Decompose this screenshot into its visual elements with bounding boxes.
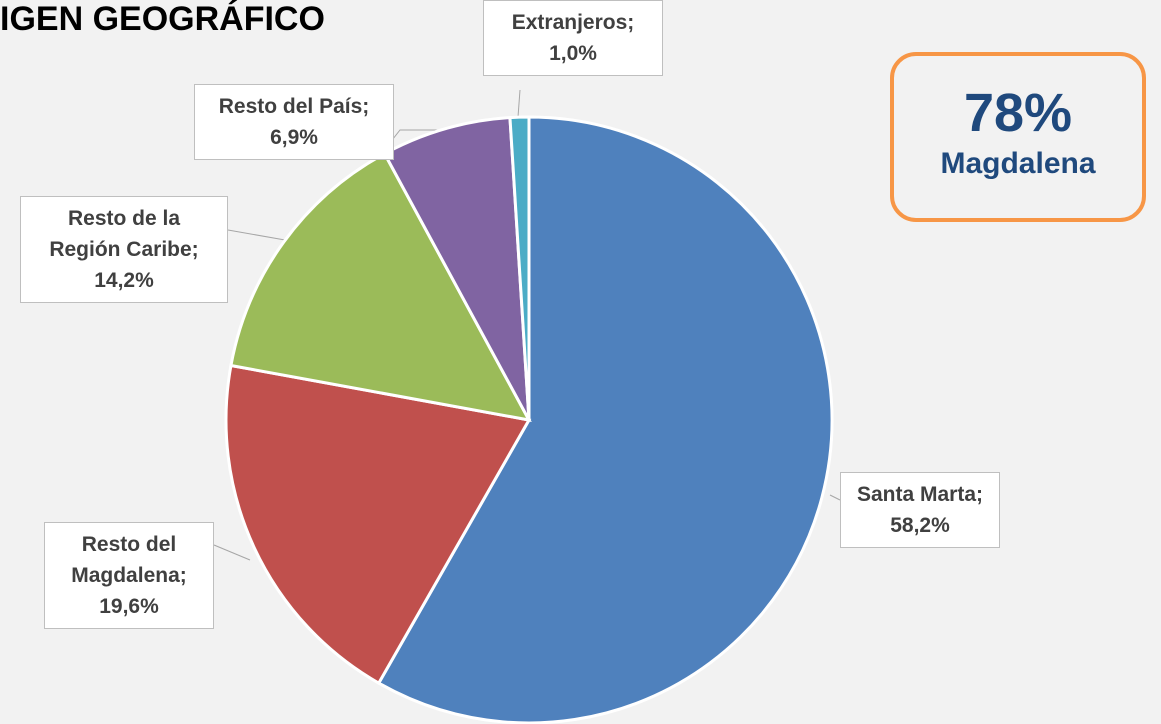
leader-line <box>517 89 521 118</box>
label-value: 14,2% <box>94 269 154 292</box>
data-label: Resto del Magdalena; 19,6% <box>44 522 214 629</box>
data-label: Santa Marta; 58,2% <box>840 472 1000 548</box>
annotation: 78% Magdalena <box>890 52 1146 222</box>
label-value: 58,2% <box>890 514 950 537</box>
label-category: Santa Marta; <box>856 483 984 506</box>
label-value: 1,0% <box>549 42 597 65</box>
pie-slice <box>224 363 532 686</box>
pie-slice <box>376 115 834 724</box>
label-category: Extranjeros; <box>511 11 635 34</box>
annotation-value: 78% <box>963 83 1073 143</box>
data-label: Extranjeros; 1,0% <box>483 0 663 76</box>
data-label: Resto de la Región Caribe; 14,2% <box>20 196 228 303</box>
pie-slice <box>229 151 532 423</box>
data-label: Resto del País; 6,9% <box>194 84 394 160</box>
leader-line <box>227 229 286 241</box>
pie-slice <box>508 115 531 421</box>
chart-title: IGEN GEOGRÁFICO <box>0 0 325 38</box>
label-value: 6,9% <box>270 126 318 149</box>
label-category: Resto de la Región Caribe; <box>49 207 199 261</box>
annotation-text: Magdalena <box>940 147 1096 180</box>
label-category: Resto del Magdalena; <box>71 533 187 587</box>
leader-line <box>213 544 251 561</box>
label-value: 19,6% <box>99 595 159 618</box>
pie <box>224 115 834 724</box>
label-category: Resto del País; <box>218 95 370 118</box>
leader-line <box>829 494 841 501</box>
